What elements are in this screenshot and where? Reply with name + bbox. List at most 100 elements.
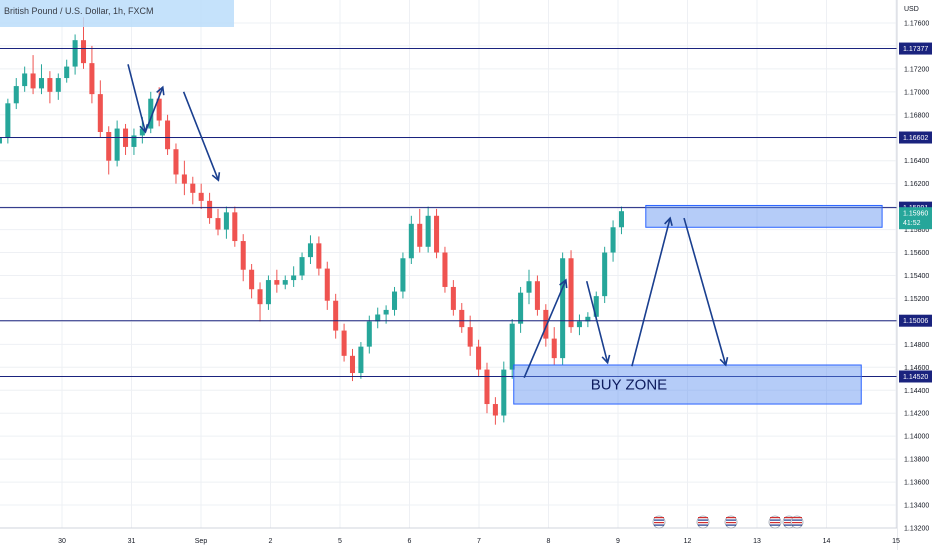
time-tick-label: 12 <box>684 538 692 545</box>
arrow-head <box>559 278 568 289</box>
price-tick-label: 1.13800 <box>904 457 929 464</box>
time-axis-bg <box>0 528 897 550</box>
time-tick-label: 8 <box>547 538 551 545</box>
level-price-tag[interactable] <box>899 42 932 55</box>
flag-us-icon[interactable] <box>724 515 738 529</box>
horizontal-levels <box>0 48 897 377</box>
bar-countdown: 41:52 <box>903 220 921 227</box>
candle-body <box>618 211 624 228</box>
price-tick-label: 1.15200 <box>904 296 929 303</box>
time-tick-label: 5 <box>338 538 342 545</box>
candle-body <box>568 258 574 328</box>
flag-stripe <box>654 524 664 526</box>
candle-body <box>190 183 196 193</box>
price-tick-label: 1.16800 <box>904 112 929 119</box>
flag-eu-icon[interactable] <box>790 515 804 529</box>
candle-body <box>349 355 356 374</box>
price-tick-label: 1.13400 <box>904 503 929 510</box>
price-tick-label: 1.17000 <box>904 89 929 96</box>
price-tick-label: 1.13600 <box>904 480 929 487</box>
level-price-label: 1.15006 <box>903 318 928 325</box>
level-price-tag[interactable] <box>899 314 932 327</box>
flag-stripe <box>784 524 794 526</box>
candle-body <box>173 149 179 175</box>
price-tick-label: 1.14800 <box>904 342 929 349</box>
candle-body <box>400 258 406 292</box>
time-tick-label: 6 <box>408 538 412 545</box>
time-tick-label: 7 <box>477 538 481 545</box>
candle-body <box>148 98 154 129</box>
symbol-title-box[interactable]: British Pound / U.S. Dollar, 1h, FXCM <box>0 0 234 27</box>
flag-eu-icon[interactable] <box>696 515 710 529</box>
candle-body <box>165 120 171 150</box>
candle-body <box>602 252 608 297</box>
flag-stripe <box>792 522 802 524</box>
candle-body <box>518 292 524 324</box>
candle-body <box>207 200 213 219</box>
candle-body <box>593 296 599 317</box>
candle-body <box>38 78 45 89</box>
trend-arrow <box>683 217 727 366</box>
price-tick-label: 1.15600 <box>904 250 929 257</box>
candle-body <box>509 323 515 370</box>
current-price-tag[interactable] <box>899 207 932 230</box>
level-price-tag[interactable] <box>899 370 932 383</box>
candle-body <box>97 94 103 132</box>
candle-body <box>13 86 19 104</box>
flag-stripe <box>792 519 802 521</box>
candle-body <box>5 103 11 138</box>
candle-body <box>215 218 221 230</box>
candle-body <box>282 280 288 285</box>
candle-body <box>223 212 229 230</box>
sell-zone[interactable] <box>645 204 883 228</box>
candle-body <box>526 281 532 293</box>
price-tick-label: 1.13200 <box>904 526 929 533</box>
candle-body <box>551 338 557 359</box>
currency-label: USD <box>904 6 919 13</box>
candle-body <box>307 243 313 258</box>
candle-body <box>249 269 255 290</box>
candle-body <box>366 321 372 347</box>
candle-body <box>450 286 456 310</box>
level-price-label: 1.14520 <box>903 374 928 381</box>
time-tick-label: 30 <box>58 538 66 545</box>
flag-us-icon[interactable] <box>652 515 666 529</box>
arrow-head <box>664 216 673 227</box>
candle-body <box>139 128 145 136</box>
candle-body <box>560 258 566 359</box>
price-tick-label: 1.15400 <box>904 273 929 280</box>
flag-stripe <box>698 522 708 524</box>
flag-stripe <box>784 519 794 521</box>
arrow-head <box>211 172 221 182</box>
arrow-head <box>719 357 729 367</box>
flag-stripe <box>770 517 780 519</box>
symbol-title: British Pound / U.S. Dollar, 1h, FXCM <box>4 6 154 16</box>
candle-body <box>610 227 616 253</box>
candle-body <box>72 40 78 67</box>
level-price-tag[interactable] <box>899 131 932 144</box>
candle-body <box>198 192 204 201</box>
price-axis[interactable]: USD 1.13200 1.13400 1.13600 1.13800 1.14000 1.… <box>896 0 932 550</box>
flag-eu-icon[interactable] <box>768 515 782 529</box>
price-tick-label: 1.14200 <box>904 411 929 418</box>
buy-zone-label: BUY ZONE <box>591 377 667 394</box>
price-tick-label: 1.14600 <box>904 365 929 372</box>
price-tick-label: 1.16400 <box>904 158 929 165</box>
trend-arrow <box>631 217 671 367</box>
candle-body <box>459 309 465 328</box>
candle-body <box>131 135 137 147</box>
economic-events <box>652 515 804 529</box>
flag-stripe <box>726 519 736 521</box>
flag-stripe <box>770 519 780 521</box>
candle-body <box>299 257 305 276</box>
flag-stripe <box>726 517 736 519</box>
candle-body <box>156 98 162 121</box>
price-zones: BUY ZONE <box>513 204 883 405</box>
buy-zone[interactable] <box>513 364 862 405</box>
time-axis[interactable]: 30 31 Sep 2 5 6 7 8 9 12 13 14 15 <box>0 527 900 550</box>
candle-body <box>576 321 582 328</box>
candle-body <box>257 289 263 305</box>
trend-arrow <box>127 64 147 133</box>
price-tick-label: 1.17600 <box>904 20 929 27</box>
